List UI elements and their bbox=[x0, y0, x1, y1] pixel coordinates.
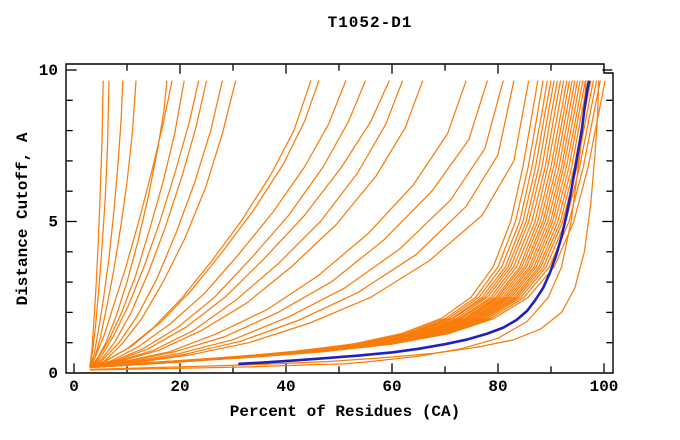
model-curve bbox=[89, 80, 592, 368]
y-axis-label: Distance Cutoff, A bbox=[14, 132, 32, 305]
axis-frame: 0 20 40 60 80 100 0 5 10 bbox=[39, 62, 619, 396]
model-curve bbox=[89, 80, 200, 368]
model-curve bbox=[89, 80, 208, 368]
model-curve bbox=[89, 80, 312, 368]
model-curve bbox=[89, 80, 124, 368]
model-curve bbox=[89, 80, 110, 368]
model-curve bbox=[89, 80, 600, 371]
x-tick-label: 20 bbox=[170, 378, 189, 396]
model-curve bbox=[89, 80, 173, 368]
model-curve bbox=[89, 80, 467, 368]
model-curves-layer bbox=[89, 80, 606, 371]
model-curve bbox=[89, 80, 424, 368]
model-curve bbox=[89, 80, 224, 368]
x-tick-label: 80 bbox=[488, 378, 507, 396]
model-curve bbox=[89, 80, 168, 368]
model-curve bbox=[89, 80, 589, 367]
model-curve bbox=[89, 80, 367, 368]
x-axis-label: Percent of Residues (CA) bbox=[230, 403, 460, 421]
y-tick-label: 0 bbox=[48, 365, 58, 383]
model-curve bbox=[89, 80, 515, 368]
plot-title: T1052-D1 bbox=[328, 14, 413, 32]
highlight-curve bbox=[238, 80, 591, 366]
model-curve bbox=[89, 80, 347, 368]
model-curve bbox=[89, 80, 320, 368]
model-curve bbox=[89, 80, 137, 368]
y-tick-label: 10 bbox=[39, 62, 58, 80]
model-curve bbox=[89, 80, 565, 367]
y-tick-label: 5 bbox=[48, 214, 58, 232]
model-curve bbox=[89, 80, 390, 368]
model-curve bbox=[89, 80, 104, 367]
model-curve bbox=[89, 80, 404, 368]
model-curve bbox=[89, 80, 237, 368]
model-curve bbox=[89, 80, 504, 368]
x-tick-label: 0 bbox=[69, 378, 79, 396]
model-curve bbox=[89, 80, 488, 368]
model-curve bbox=[89, 80, 562, 368]
model-curve bbox=[89, 80, 185, 368]
model-curve bbox=[89, 80, 587, 371]
model-curve bbox=[89, 80, 559, 368]
x-tick-label: 60 bbox=[382, 378, 401, 396]
x-tick-label: 100 bbox=[590, 378, 619, 396]
model-curve bbox=[89, 80, 595, 369]
model-curve bbox=[89, 80, 530, 368]
model-curve bbox=[89, 80, 606, 368]
x-tick-label: 40 bbox=[276, 378, 295, 396]
plot-border bbox=[65, 63, 614, 374]
